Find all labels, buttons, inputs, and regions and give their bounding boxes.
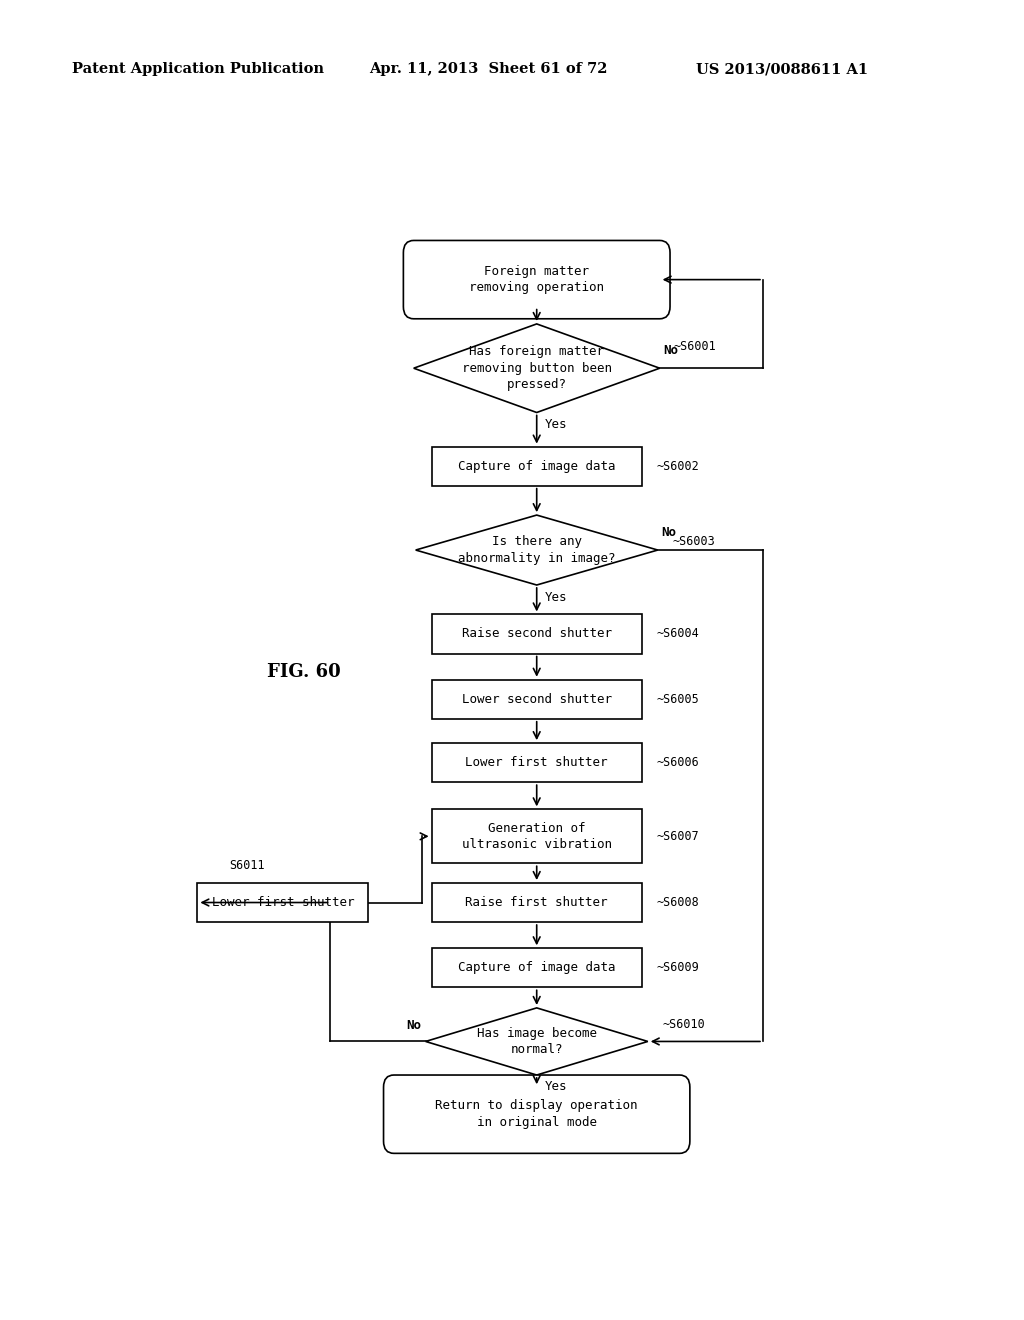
Bar [431, 948, 642, 987]
Text: Yes: Yes [545, 1080, 567, 1093]
Text: ~S6004: ~S6004 [656, 627, 699, 640]
FancyBboxPatch shape [384, 1074, 690, 1154]
Polygon shape [426, 1008, 648, 1074]
Text: No: No [662, 525, 677, 539]
Text: ~S6008: ~S6008 [656, 896, 699, 909]
Text: ~S6006: ~S6006 [656, 756, 699, 770]
Text: Return to display operation
in original mode: Return to display operation in original … [435, 1100, 638, 1129]
Text: ~S6003: ~S6003 [672, 535, 715, 548]
Bar [431, 446, 642, 486]
Text: Is there any
abnormality in image?: Is there any abnormality in image? [458, 536, 615, 565]
Text: ~S6007: ~S6007 [656, 830, 699, 842]
Text: Raise first shutter: Raise first shutter [466, 896, 608, 909]
Text: Has foreign matter
removing button been
pressed?: Has foreign matter removing button been … [462, 346, 611, 391]
Text: FIG. 60: FIG. 60 [267, 663, 341, 681]
Text: Lower first shutter: Lower first shutter [466, 756, 608, 770]
Bar [198, 883, 368, 923]
Text: Has image become
normal?: Has image become normal? [477, 1027, 597, 1056]
Text: ~S6009: ~S6009 [656, 961, 699, 974]
Text: Lower second shutter: Lower second shutter [462, 693, 611, 706]
Text: ~S6002: ~S6002 [656, 459, 699, 473]
Bar [431, 680, 642, 719]
Text: Apr. 11, 2013  Sheet 61 of 72: Apr. 11, 2013 Sheet 61 of 72 [369, 62, 607, 77]
Polygon shape [416, 515, 657, 585]
Text: Raise second shutter: Raise second shutter [462, 627, 611, 640]
Text: No: No [664, 345, 679, 356]
Text: Capture of image data: Capture of image data [458, 961, 615, 974]
Text: Yes: Yes [545, 590, 567, 603]
Text: Capture of image data: Capture of image data [458, 459, 615, 473]
Text: US 2013/0088611 A1: US 2013/0088611 A1 [696, 62, 868, 77]
Bar [431, 883, 642, 923]
Text: Patent Application Publication: Patent Application Publication [72, 62, 324, 77]
Bar [431, 614, 642, 653]
Bar [431, 743, 642, 783]
Text: ~S6010: ~S6010 [663, 1018, 705, 1031]
Bar [431, 809, 642, 863]
Text: ~S6005: ~S6005 [656, 693, 699, 706]
Text: Generation of
ultrasonic vibration: Generation of ultrasonic vibration [462, 821, 611, 851]
Text: ~S6001: ~S6001 [674, 339, 717, 352]
Text: Lower first shutter: Lower first shutter [212, 896, 354, 909]
Polygon shape [414, 323, 659, 413]
FancyBboxPatch shape [403, 240, 670, 319]
Text: Foreign matter
removing operation: Foreign matter removing operation [469, 265, 604, 294]
Text: Yes: Yes [545, 418, 567, 432]
Text: No: No [407, 1019, 422, 1032]
Text: S6011: S6011 [229, 859, 265, 871]
